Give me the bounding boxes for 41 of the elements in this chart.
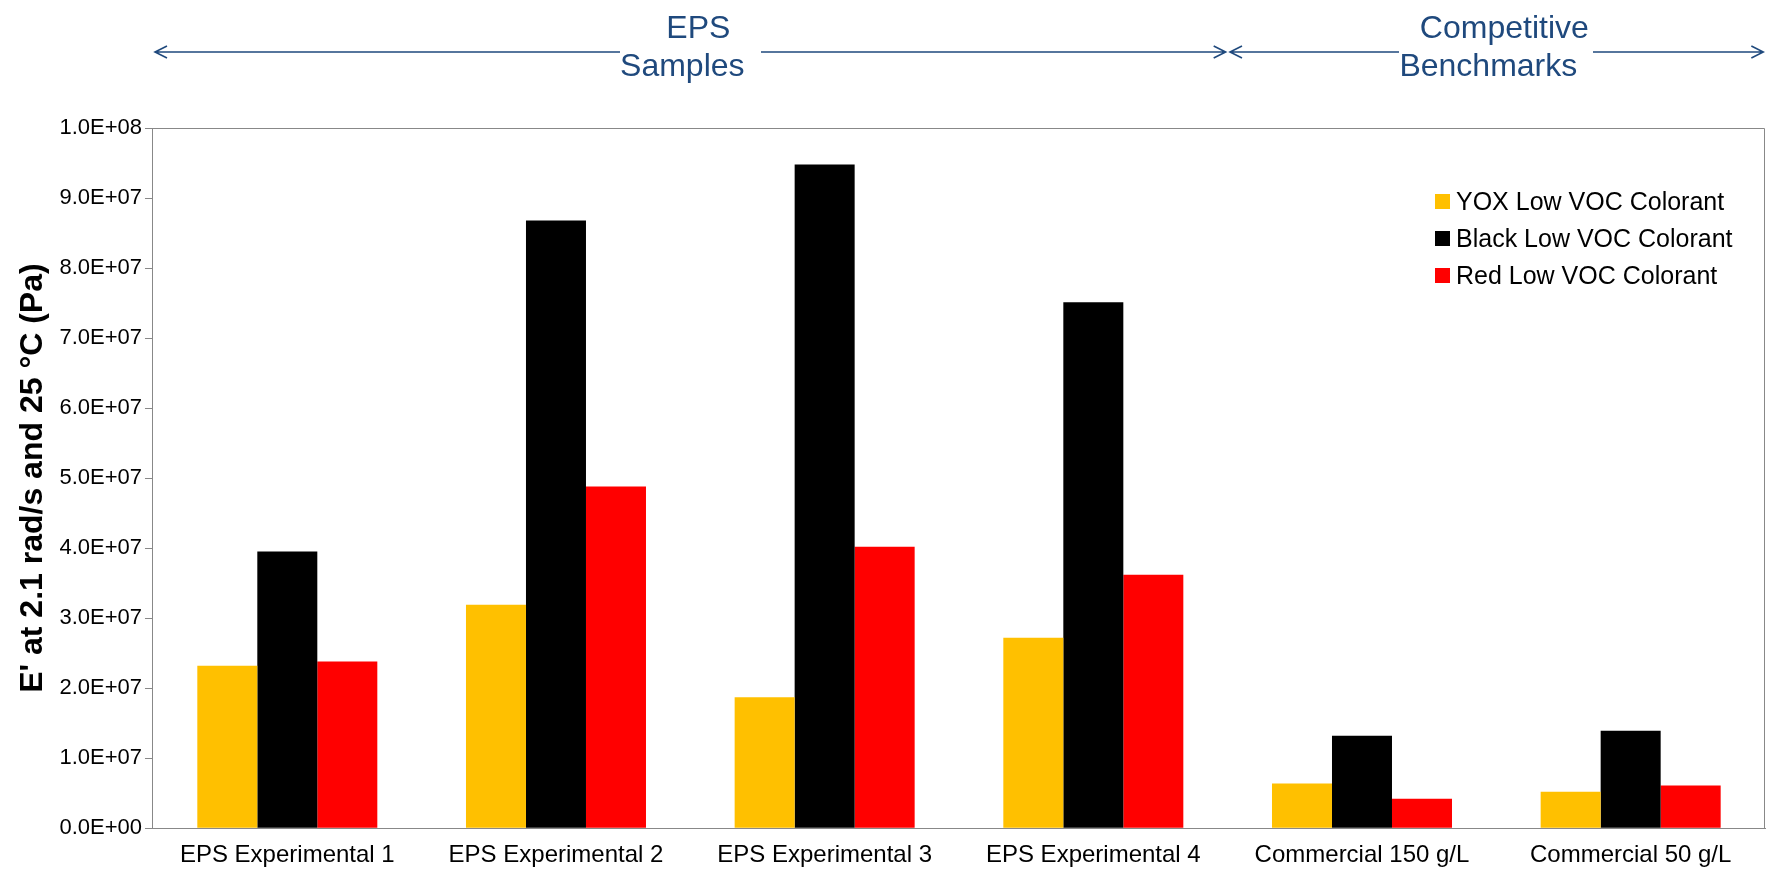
legend-label: Red Low VOC Colorant (1456, 261, 1718, 290)
bar (1003, 637, 1064, 828)
bar (197, 665, 258, 828)
y-tick-label: 3.0E+07 (59, 604, 142, 630)
x-tick-label: Commercial 50 g/L (1529, 840, 1732, 868)
y-tick-label: 0.0E+00 (59, 814, 142, 840)
legend-label: YOX Low VOC Colorant (1456, 187, 1725, 216)
y-tick-label: 6.0E+07 (59, 394, 142, 420)
y-tick-label: 2.0E+07 (59, 674, 142, 700)
x-tick-label: EPS Experimental 4 (985, 840, 1201, 868)
bar (525, 220, 586, 828)
y-tick-label: 1.0E+08 (59, 114, 142, 140)
bar (585, 486, 646, 828)
bar (465, 604, 526, 828)
bar (1063, 302, 1124, 828)
y-tick-label: 9.0E+07 (59, 184, 142, 210)
y-axis-title: E' at 2.1 rad/s and 25 °C (Pa) (13, 263, 50, 693)
bar (257, 551, 318, 828)
bar (1660, 785, 1721, 828)
y-tick-label: 4.0E+07 (59, 534, 142, 560)
x-tick-label: EPS Experimental 3 (717, 840, 933, 868)
bar (1331, 735, 1392, 828)
bar (317, 661, 378, 828)
bar (734, 697, 795, 828)
bar (1123, 574, 1184, 828)
legend-label: Black Low VOC Colorant (1456, 224, 1733, 253)
y-tick-label: 8.0E+07 (59, 254, 142, 280)
bar (1540, 791, 1601, 828)
x-tick-label: EPS Experimental 2 (448, 840, 664, 868)
text: EPS Samples (620, 9, 761, 83)
y-tick-label: 5.0E+07 (59, 464, 142, 490)
y-tick-label: 7.0E+07 (59, 324, 142, 350)
bar (1392, 798, 1452, 828)
text: Competitive Benchmarks (1399, 9, 1594, 83)
x-tick-label: EPS Experimental 1 (179, 840, 395, 868)
y-tick-label: 1.0E+07 (59, 744, 142, 770)
x-tick-label: Commercial 150 g/L (1254, 840, 1470, 868)
bar (794, 164, 855, 828)
bar (854, 546, 915, 828)
bar (1600, 730, 1661, 828)
bar (1271, 783, 1332, 828)
